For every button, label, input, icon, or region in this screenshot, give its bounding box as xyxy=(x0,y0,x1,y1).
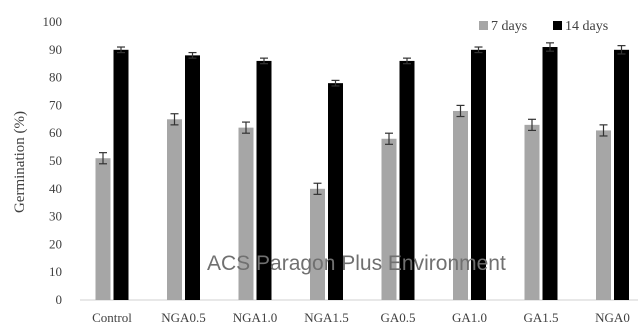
y-tick-label: 20 xyxy=(49,236,62,251)
bar-7-days xyxy=(167,119,182,300)
x-tick-label: NGA1.5 xyxy=(304,310,348,325)
error-bar-14-days xyxy=(260,57,268,65)
bar-14-days xyxy=(113,49,129,300)
y-axis-ticks: 0 10 20 30 40 50 60 70 80 90 100 xyxy=(43,14,63,307)
bar-14-days xyxy=(614,49,629,300)
y-tick-label: 60 xyxy=(49,125,62,140)
y-tick-label: 40 xyxy=(49,181,62,196)
bar-14-days xyxy=(399,60,415,300)
error-bar-7-days xyxy=(385,132,393,145)
y-tick-label: 90 xyxy=(49,42,62,57)
error-bar-7-days xyxy=(99,152,107,165)
y-tick-label: 70 xyxy=(49,97,62,112)
bar-14-days xyxy=(471,49,486,300)
y-tick-label: 50 xyxy=(49,153,62,168)
y-tick-label: 10 xyxy=(49,264,62,279)
bar-14-days xyxy=(185,55,200,300)
x-axis-ticks: Control NGA0.5 NGA1.0 NGA1.5 GA0.5 GA1.0 GA1.5… xyxy=(92,310,630,325)
error-bar-7-days xyxy=(313,182,322,195)
bar-7-days xyxy=(95,158,111,300)
error-bars-group xyxy=(99,42,626,195)
error-bar-14-days xyxy=(403,57,411,65)
error-bar-14-days xyxy=(117,46,125,54)
error-bar-14-days xyxy=(617,45,626,55)
legend-swatch-14-days xyxy=(553,21,562,30)
error-bar-14-days xyxy=(331,79,340,87)
bar-14-days xyxy=(256,60,272,300)
error-bar-14-days xyxy=(474,46,483,54)
error-bar-7-days xyxy=(599,124,608,137)
y-tick-label: 0 xyxy=(56,292,63,307)
error-bar-7-days xyxy=(242,121,250,134)
bars-group xyxy=(95,47,629,301)
legend-swatch-7-days xyxy=(479,21,488,30)
y-tick-label: 30 xyxy=(49,209,62,224)
bar-7-days xyxy=(310,188,325,300)
legend-label-14-days: 14 days xyxy=(565,19,608,34)
x-tick-label: GA1.0 xyxy=(452,310,487,325)
legend-label-7-days: 7 days xyxy=(491,19,527,34)
error-bar-7-days xyxy=(456,104,465,118)
legend: 7 days 14 days xyxy=(479,19,608,34)
bar-7-days xyxy=(596,130,611,300)
error-bar-7-days xyxy=(528,118,536,132)
x-tick-label: GA1.5 xyxy=(523,310,558,325)
y-axis-title: Germination (%) xyxy=(12,111,28,213)
watermark-text: ACS Paragon Plus Environment xyxy=(207,252,506,275)
bar-14-days xyxy=(542,47,558,300)
error-bar-14-days xyxy=(188,51,197,59)
y-tick-label: 80 xyxy=(49,70,62,85)
x-tick-label: NGA1.0 xyxy=(233,310,277,325)
y-tick-label: 100 xyxy=(43,14,63,29)
x-tick-label: NGA0.5 xyxy=(161,310,205,325)
error-bar-14-days xyxy=(546,42,554,52)
bar-14-days xyxy=(328,83,343,300)
x-tick-label: NGA0 xyxy=(595,310,630,325)
error-bar-7-days xyxy=(170,113,179,126)
bar-7-days xyxy=(381,138,397,300)
x-tick-label: GA0.5 xyxy=(380,310,415,325)
bar-7-days xyxy=(238,127,254,300)
bar-7-days xyxy=(453,110,468,301)
x-tick-label: Control xyxy=(92,310,132,325)
bar-7-days xyxy=(524,124,540,300)
